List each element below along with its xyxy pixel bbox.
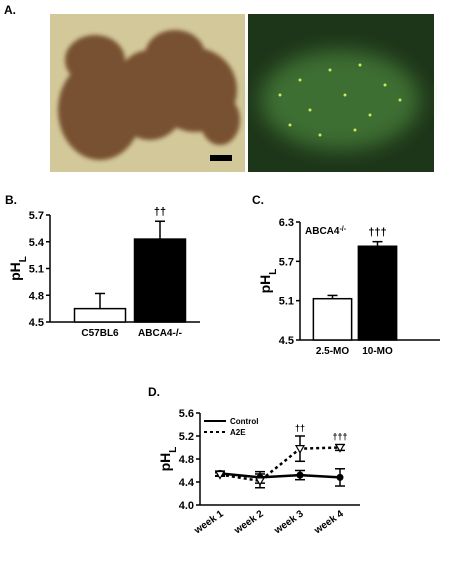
marker xyxy=(214,470,226,480)
marker xyxy=(336,473,344,481)
y-axis-label-sub: L xyxy=(18,256,29,262)
y-axis-label-main: pH xyxy=(157,453,173,472)
annotation: ††† xyxy=(368,227,386,239)
y-tick-label: 5.4 xyxy=(29,237,45,249)
y-tick-label: 5.6 xyxy=(179,408,194,420)
legend-label: Control xyxy=(230,417,258,426)
bar xyxy=(133,238,187,323)
x-tick-label: 10-MO xyxy=(362,346,393,357)
y-axis-label-sub: L xyxy=(268,269,279,275)
x-tick-label: ABCA4-/- xyxy=(138,328,182,339)
panel-label: C. xyxy=(252,193,264,207)
fluorescence-image xyxy=(248,14,434,172)
y-tick-label: 4.4 xyxy=(179,477,195,489)
bar xyxy=(357,245,398,341)
marker xyxy=(296,471,304,479)
y-tick-label: 5.7 xyxy=(279,256,294,268)
y-tick-label: 5.1 xyxy=(279,296,294,308)
y-axis-label-main: pH xyxy=(7,262,23,281)
y-tick-label: 6.3 xyxy=(279,217,294,229)
y-tick-label: 4.8 xyxy=(179,454,194,466)
series-line xyxy=(219,472,341,479)
panel-label: A. xyxy=(4,3,16,17)
y-tick-label: 5.1 xyxy=(29,264,44,276)
annotation: †† xyxy=(154,206,166,218)
series-line xyxy=(219,446,341,483)
bar xyxy=(312,297,353,341)
x-tick-label: C57BL6 xyxy=(81,328,119,339)
marker xyxy=(334,443,346,453)
y-axis-label-sub: L xyxy=(168,447,179,453)
y-tick-label: 5.2 xyxy=(179,431,194,443)
annotation: ††† xyxy=(332,432,347,442)
y-axis-label: pHL xyxy=(7,256,29,281)
marker xyxy=(254,477,266,487)
brightfield-image xyxy=(50,14,245,172)
y-axis-label-main: pH xyxy=(257,275,273,294)
x-tick-label: 2.5-MO xyxy=(316,346,350,357)
inset-label: ABCA4-/- xyxy=(305,226,347,238)
x-tick-label: week 3 xyxy=(272,508,306,537)
y-axis-label: pHL xyxy=(157,447,179,472)
legend-label: A2E xyxy=(230,428,246,437)
marker xyxy=(294,445,306,454)
y-tick-label: 4.5 xyxy=(279,335,294,347)
annotation: †† xyxy=(295,423,305,433)
y-tick-label: 4.8 xyxy=(29,290,44,302)
inset-label-sup: -/- xyxy=(339,226,346,233)
x-tick-label: week 2 xyxy=(232,508,266,537)
panel-label: D. xyxy=(148,385,160,399)
y-tick-label: 4.5 xyxy=(29,317,44,329)
x-tick-label: week 4 xyxy=(312,508,346,537)
bar xyxy=(73,307,127,323)
inset-label-main: ABCA4 xyxy=(305,226,340,237)
y-axis-label: pHL xyxy=(257,269,279,294)
x-tick-label: week 1 xyxy=(192,508,226,537)
panel-label: B. xyxy=(5,193,17,207)
y-tick-label: 4.0 xyxy=(179,500,194,512)
y-tick-label: 5.7 xyxy=(29,210,44,222)
